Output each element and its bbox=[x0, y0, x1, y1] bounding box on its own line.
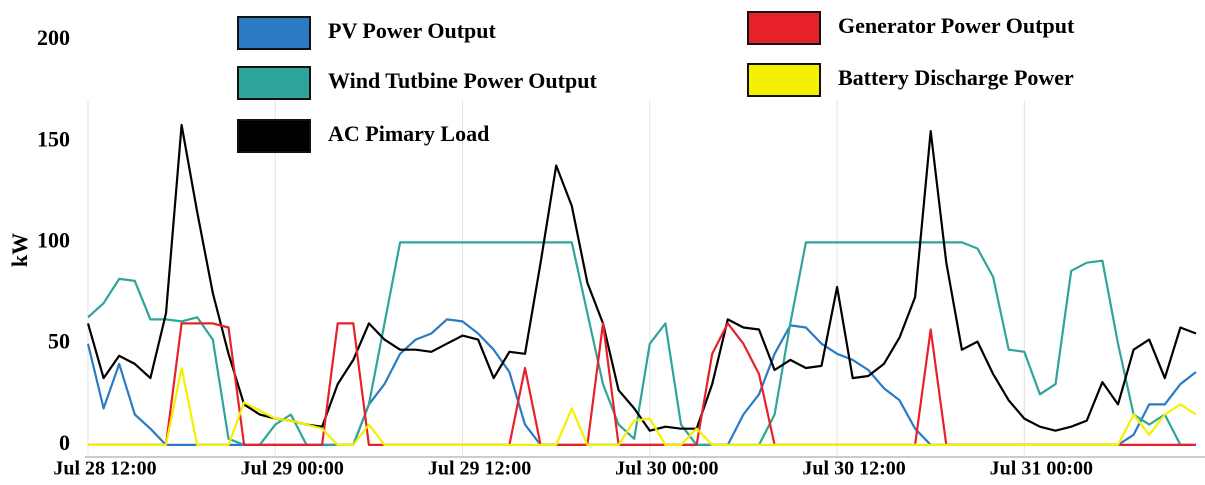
y-tick-label: 200 bbox=[37, 25, 70, 50]
x-tick-label: Jul 28 12:00 bbox=[53, 458, 156, 480]
x-tick-label: Jul 29 12:00 bbox=[428, 458, 531, 480]
series-line bbox=[88, 366, 1197, 446]
series-line bbox=[86, 318, 1197, 446]
y-axis-label: kW bbox=[7, 233, 32, 267]
y-tick-label: 100 bbox=[37, 227, 70, 252]
y-tick-label: 150 bbox=[37, 126, 70, 151]
x-tick-label: Jul 31 00:00 bbox=[990, 458, 1093, 480]
legend-label: Generator Power Output bbox=[838, 13, 1075, 38]
legend-label: PV Power Output bbox=[328, 18, 497, 43]
x-tick-label: Jul 29 00:00 bbox=[241, 458, 344, 480]
legend-swatch bbox=[747, 63, 821, 97]
y-tick-label: 50 bbox=[48, 329, 70, 354]
legend-label: AC Pimary Load bbox=[328, 121, 489, 146]
x-tick-label: Jul 30 00:00 bbox=[615, 458, 718, 480]
legend-swatch bbox=[237, 66, 311, 100]
legend-swatch bbox=[237, 119, 311, 153]
y-tick-label: 0 bbox=[59, 430, 70, 455]
series-line bbox=[87, 241, 1196, 446]
series-line bbox=[88, 322, 1196, 446]
legend-swatch bbox=[237, 16, 311, 50]
legend-swatch bbox=[747, 11, 821, 45]
x-tick-label: Jul 30 12:00 bbox=[802, 458, 905, 480]
legend-label: Battery Discharge Power bbox=[838, 65, 1074, 90]
legend-label: Wind Tutbine Power Output bbox=[328, 68, 597, 93]
